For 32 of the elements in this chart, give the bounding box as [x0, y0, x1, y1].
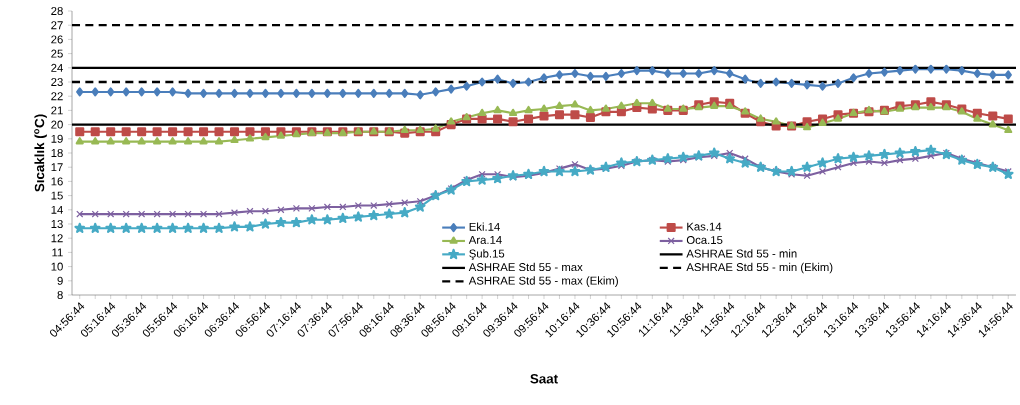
y-tick-label: 11 — [52, 248, 63, 257]
y-tick-label: 22 — [51, 92, 63, 101]
y-tick-label: 16 — [51, 177, 63, 186]
x-axis-title: Saat — [530, 374, 558, 384]
y-tick-label: 8 — [57, 291, 63, 300]
y-tick-label: 24 — [51, 63, 63, 72]
legend-label: Eki.14 — [469, 222, 500, 231]
y-tick-label: 19 — [51, 134, 63, 143]
y-tick-label: 17 — [51, 163, 63, 172]
y-tick-label: 28 — [51, 7, 63, 16]
legend-label: Şub.15 — [469, 249, 505, 260]
legend-label: Kas.14 — [687, 222, 722, 231]
legend-label: Oca.15 — [686, 236, 723, 245]
y-tick-label: 15 — [51, 191, 63, 200]
legend-label: Ara.14 — [468, 236, 502, 244]
y-tick-label: 26 — [51, 35, 63, 44]
y-tick-label: 20 — [51, 120, 63, 129]
y-tick-label: 12 — [51, 234, 63, 243]
legend-label: ASHRAE Std 55 - max — [468, 262, 583, 272]
y-tick-label: 21 — [51, 106, 63, 115]
y-tick-label: 25 — [51, 49, 63, 58]
legend-label: ASHRAE Std 55 - min (Ekim) — [686, 262, 833, 274]
y-tick-label: 14 — [51, 205, 63, 214]
y-tick-label: 9 — [57, 276, 63, 285]
y-tick-label: 18 — [51, 149, 63, 158]
legend-label: ASHRAE Std 55 - min — [686, 249, 797, 258]
y-tick-label: 13 — [51, 220, 63, 229]
y-tick-label: 10 — [51, 262, 63, 271]
y-axis-title: Sıcaklık ($^{o}$C) — [34, 114, 47, 192]
y-tick-label: 23 — [51, 78, 63, 87]
y-tick-label: 27 — [51, 21, 63, 30]
legend-label: ASHRAE Std 55 - max (Ekim) — [468, 276, 618, 287]
